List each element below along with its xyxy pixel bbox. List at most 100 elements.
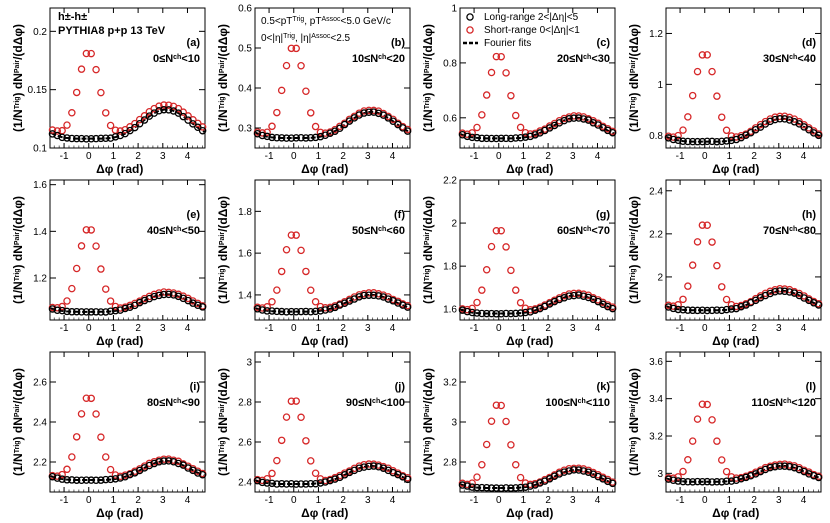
multiplicity-label: 50≤Nch<60	[352, 225, 405, 237]
long-range-point	[321, 306, 330, 314]
long-range-point	[282, 308, 291, 316]
short-range-point	[82, 226, 91, 234]
x-axis-label: Δφ (rad)	[96, 334, 143, 348]
short-range-point	[679, 126, 687, 134]
short-range-point	[511, 111, 520, 120]
x-tick-label: 1	[111, 323, 117, 334]
long-range-point	[292, 480, 300, 488]
short-range-point	[722, 126, 731, 135]
legend-label: Short-range 0<|Δη|<1	[484, 25, 580, 36]
panel-l: -1 0 1 2 3 4 3 3.2 3.4 3.6 (1/NTrig) dNPair/(dΔφ) Δ…	[627, 351, 823, 520]
x-axis-label: Δφ (rad)	[506, 334, 553, 348]
long-range-point	[669, 304, 678, 313]
long-range-point	[688, 478, 697, 486]
y-tick-label: 1.4	[33, 227, 47, 238]
short-range-point	[511, 461, 520, 469]
panel-letter: (f)	[394, 209, 405, 221]
x-tick-label: 3	[365, 151, 371, 162]
long-range-point	[521, 133, 530, 141]
long-range-point	[355, 293, 363, 301]
fourier-fit-line	[666, 464, 821, 483]
panel-letter: (b)	[391, 37, 405, 49]
y-tick-label: 3.2	[443, 378, 457, 389]
short-range-point	[306, 286, 315, 294]
panel-c: -1 0 1 2 3 4 0.6 0.8 1 (1/NTrig) dNPair/(dΔφ) Δφ (…	[421, 4, 617, 176]
long-range-point	[336, 301, 344, 309]
x-tick-label: 3	[776, 323, 782, 334]
long-range-point	[268, 133, 276, 142]
long-range-point	[664, 303, 673, 311]
long-range-point	[688, 306, 697, 315]
long-range-point	[713, 478, 721, 486]
long-range-point	[194, 123, 202, 132]
long-range-point	[58, 133, 66, 142]
short-range-point	[198, 123, 207, 131]
y-tick-label: 0.8	[443, 58, 457, 69]
short-range-point	[282, 246, 291, 254]
long-range-point	[785, 288, 794, 296]
short-range-point	[302, 437, 310, 445]
plot-frame	[665, 7, 822, 149]
multiplicity-label: 100≤Nch<110	[545, 397, 610, 409]
long-range-point	[463, 307, 472, 316]
y-tick-label: 1.6	[443, 305, 457, 316]
x-axis-label: Δφ (rad)	[712, 162, 759, 176]
long-range-point	[277, 134, 286, 142]
long-range-point	[306, 479, 315, 488]
short-range-point	[727, 300, 736, 309]
short-range-point	[482, 91, 491, 99]
long-range-point	[776, 462, 784, 470]
short-range-point	[106, 121, 115, 130]
long-range-point	[814, 301, 823, 309]
short-range-point	[492, 401, 501, 409]
long-range-point	[521, 308, 530, 317]
legend-label: Fourier fits	[484, 38, 531, 49]
long-range-point	[703, 477, 711, 486]
short-range-point	[63, 121, 71, 129]
short-range-point	[68, 284, 76, 293]
short-range-point	[268, 298, 276, 306]
long-range-point	[131, 123, 139, 132]
x-tick-label: -1	[470, 495, 479, 506]
x-tick-label: 4	[185, 323, 191, 334]
panel-e: -1 0 1 2 3 4 1.2 1.4 1.6 (1/NTrig) dNPair/(dΔφ) Δφ…	[11, 179, 207, 348]
short-range-point	[106, 465, 115, 474]
particle-label: h±-h±	[58, 11, 87, 23]
long-range-point	[478, 309, 486, 318]
long-range-point	[194, 301, 202, 310]
long-range-point	[82, 135, 91, 143]
x-tick-label: 0	[496, 151, 502, 162]
panel-j: -1 0 1 2 3 4 2.4 2.6 2.8 3 (1/NTrig) dNPair/(dΔφ) Δ…	[216, 351, 412, 520]
long-range-point	[77, 134, 86, 143]
long-range-point	[268, 479, 276, 488]
long-range-point	[727, 477, 736, 485]
short-range-point	[502, 69, 510, 77]
multiplicity-label: 30≤Nch<40	[763, 53, 816, 65]
long-range-point	[140, 116, 149, 124]
long-range-point	[565, 115, 573, 123]
y-axis-label-text: (1/NTrig) dNPair/(dΔφ)	[627, 368, 641, 476]
y-axis-label: (1/NTrig) dNPair/(dΔφ)	[11, 196, 25, 304]
long-range-point	[536, 479, 544, 487]
x-tick-label: 2	[135, 151, 141, 162]
multiplicity-label: 20≤Nch<30	[557, 53, 610, 65]
long-range-point	[487, 134, 496, 143]
short-range-point	[703, 221, 711, 229]
long-range-point	[72, 307, 81, 316]
long-range-point	[698, 477, 707, 486]
long-range-point	[164, 106, 173, 114]
short-range-point	[82, 394, 91, 402]
x-tick-label: 1	[727, 323, 733, 334]
y-axis-label-text: (1/NTrig) dNPair/(dΔφ)	[421, 196, 435, 304]
panel-letter: (e)	[187, 209, 201, 221]
long-range-point	[253, 476, 262, 485]
fourier-fit-line	[50, 459, 205, 481]
short-range-point	[316, 302, 325, 311]
short-range-point	[713, 437, 721, 445]
long-range-point	[497, 310, 505, 318]
y-tick-label: 2.2	[649, 229, 663, 240]
long-range-point	[58, 475, 66, 483]
x-tick-label: 0	[702, 495, 708, 506]
long-range-point	[306, 133, 315, 142]
long-range-point	[160, 105, 168, 114]
